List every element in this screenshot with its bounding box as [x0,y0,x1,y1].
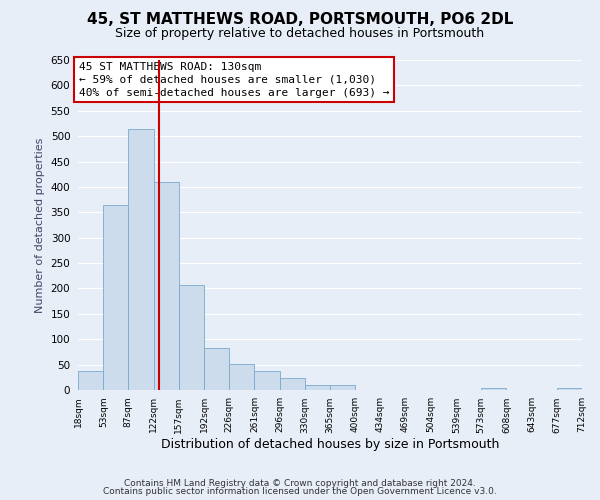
Text: Contains public sector information licensed under the Open Government Licence v3: Contains public sector information licen… [103,487,497,496]
Bar [103,204,128,390]
Text: 45 ST MATTHEWS ROAD: 130sqm
← 59% of detached houses are smaller (1,030)
40% of : 45 ST MATTHEWS ROAD: 130sqm ← 59% of det… [79,62,389,98]
Bar [280,378,305,390]
Text: 45, ST MATTHEWS ROAD, PORTSMOUTH, PO6 2DL: 45, ST MATTHEWS ROAD, PORTSMOUTH, PO6 2D… [87,12,513,28]
Text: Contains HM Land Registry data © Crown copyright and database right 2024.: Contains HM Land Registry data © Crown c… [124,478,476,488]
Bar [128,128,154,390]
Bar [154,182,179,390]
Y-axis label: Number of detached properties: Number of detached properties [35,138,45,312]
Text: Size of property relative to detached houses in Portsmouth: Size of property relative to detached ho… [115,28,485,40]
Bar [557,388,582,390]
Bar [78,370,103,390]
Bar [305,385,330,390]
X-axis label: Distribution of detached houses by size in Portsmouth: Distribution of detached houses by size … [161,438,499,451]
Bar [229,364,254,390]
Bar [254,371,280,390]
Bar [205,348,229,390]
Bar [179,285,205,390]
Bar [330,385,355,390]
Bar [481,388,506,390]
